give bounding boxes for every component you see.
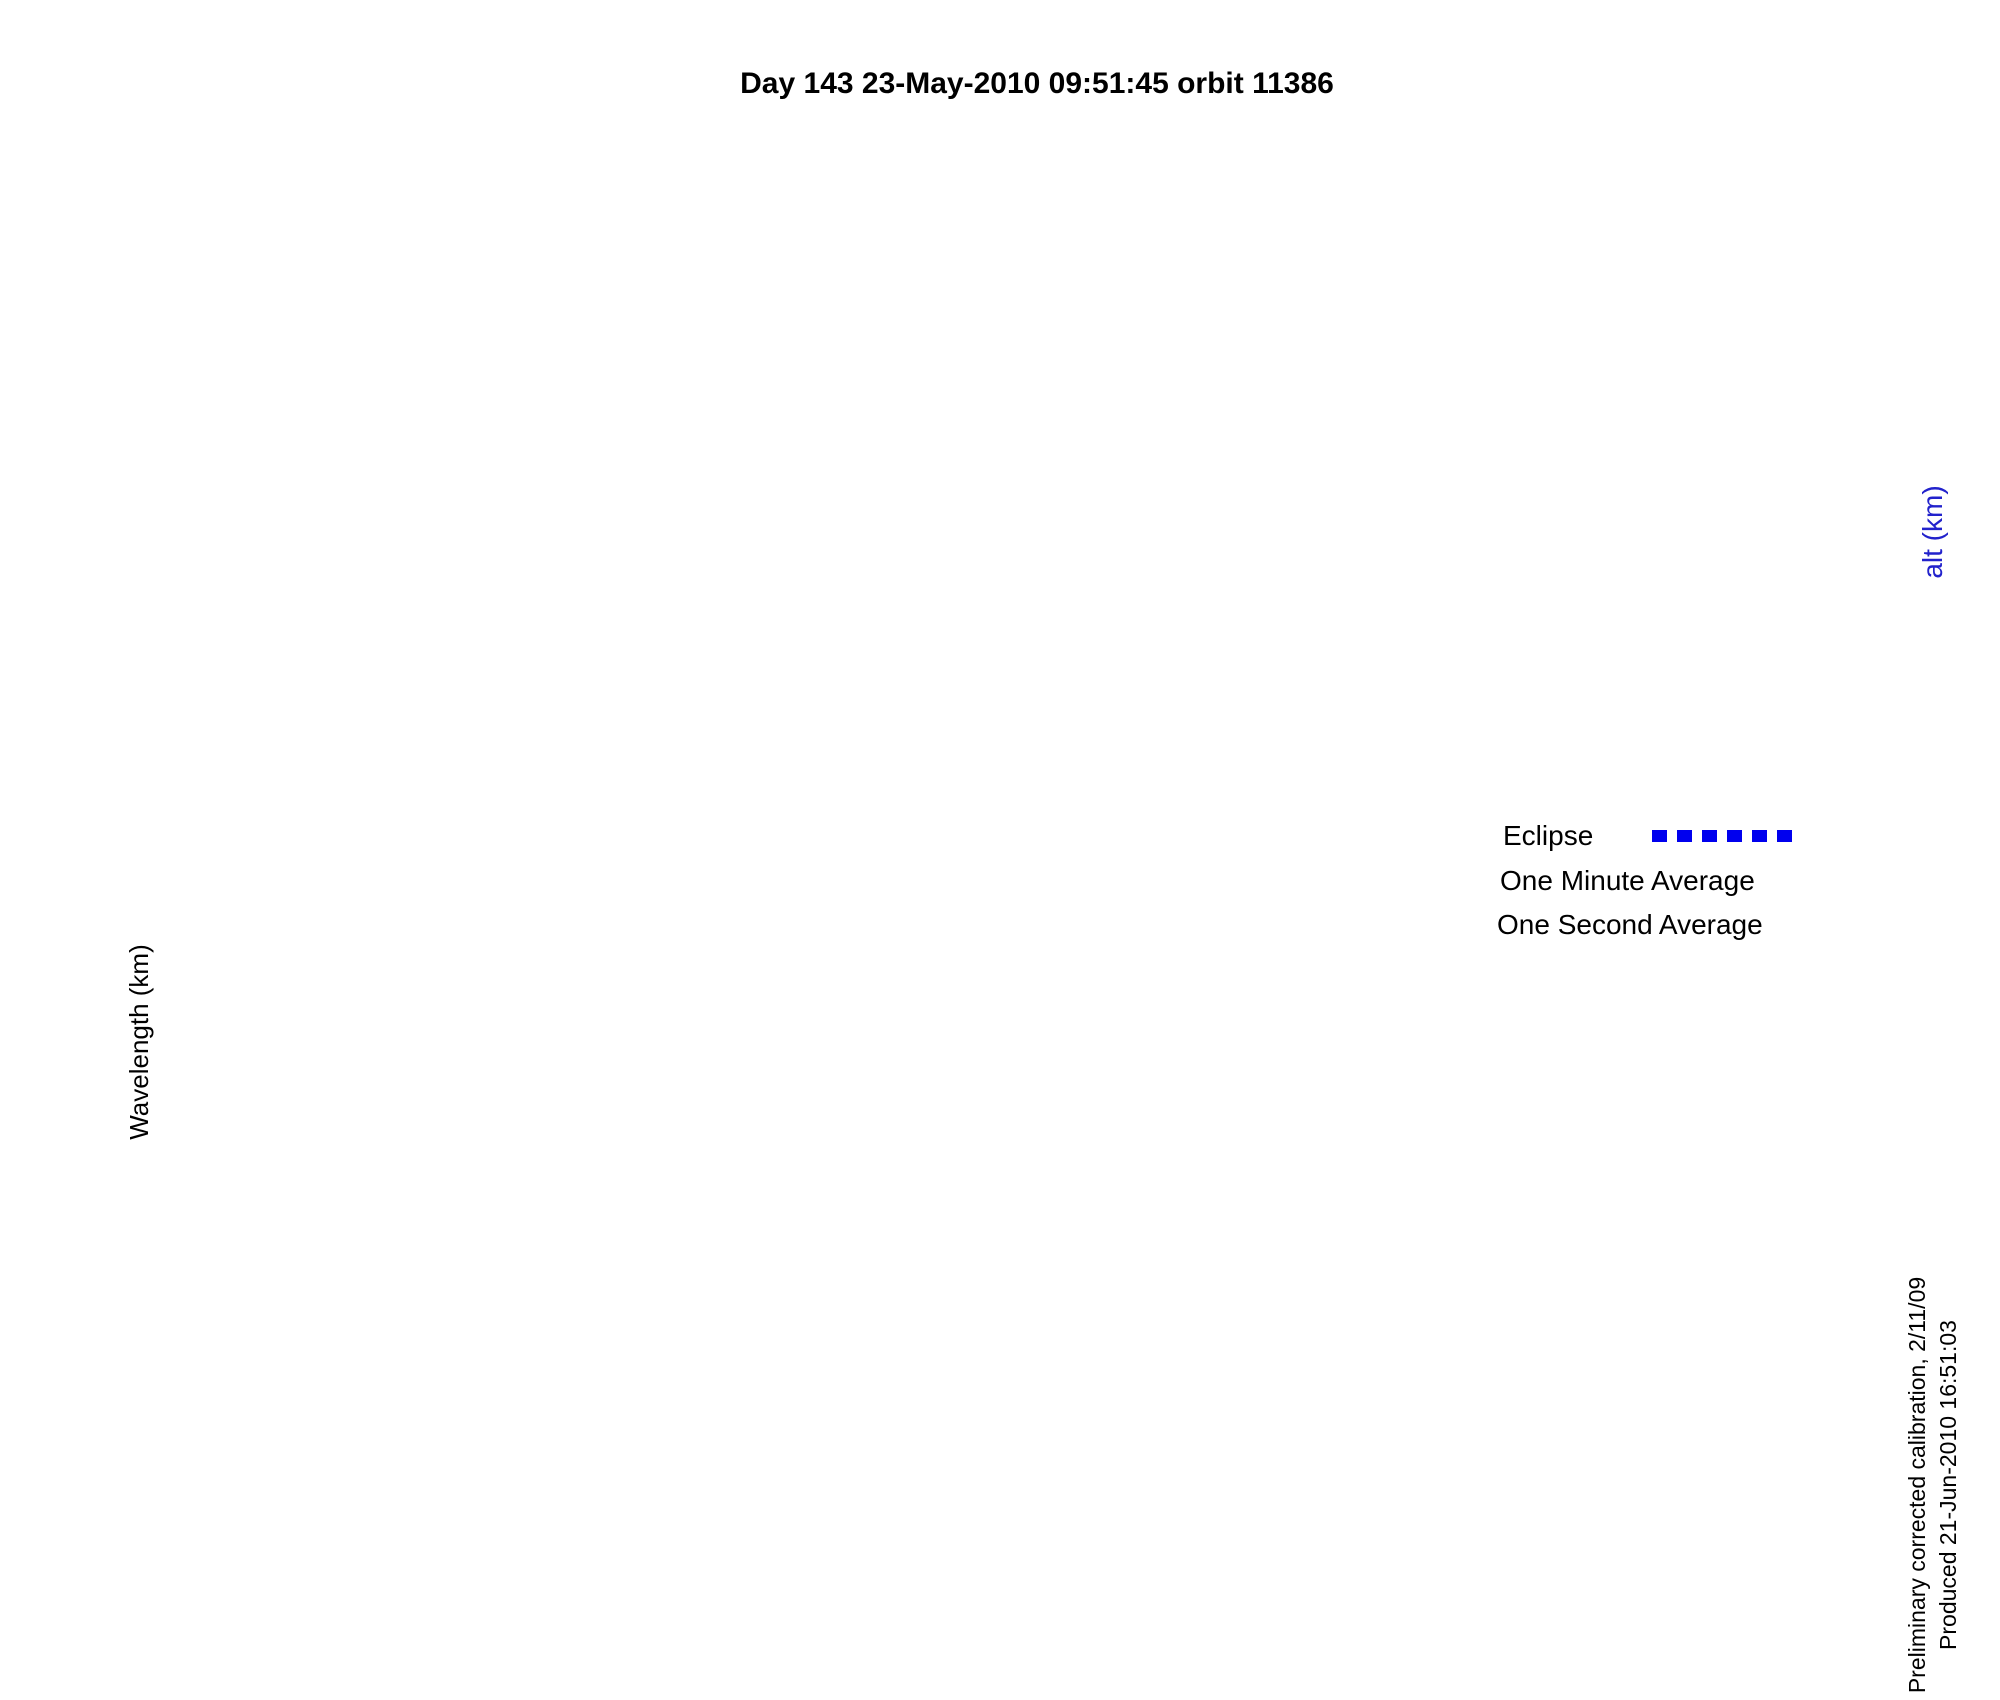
produced-note: Produced 21-Jun-2010 16:51:03 bbox=[1935, 1320, 1961, 1650]
legend-one-second-label: One Second Average bbox=[1497, 909, 1763, 940]
alt-axis-label: alt (km) bbox=[1917, 485, 1948, 578]
legend-eclipse-label: Eclipse bbox=[1503, 820, 1593, 851]
figure-title: Day 143 23-May-2010 09:51:45 orbit 11386 bbox=[740, 67, 1334, 100]
calibration-note: Preliminary corrected calibration, 2/11/… bbox=[1904, 1277, 1930, 1693]
static-labels: Day 143 23-May-2010 09:51:45 orbit 11386… bbox=[124, 67, 1961, 1693]
legend-one-minute-label: One Minute Average bbox=[1500, 865, 1755, 896]
wavelength-axis-label: Wavelength (km) bbox=[124, 944, 154, 1140]
